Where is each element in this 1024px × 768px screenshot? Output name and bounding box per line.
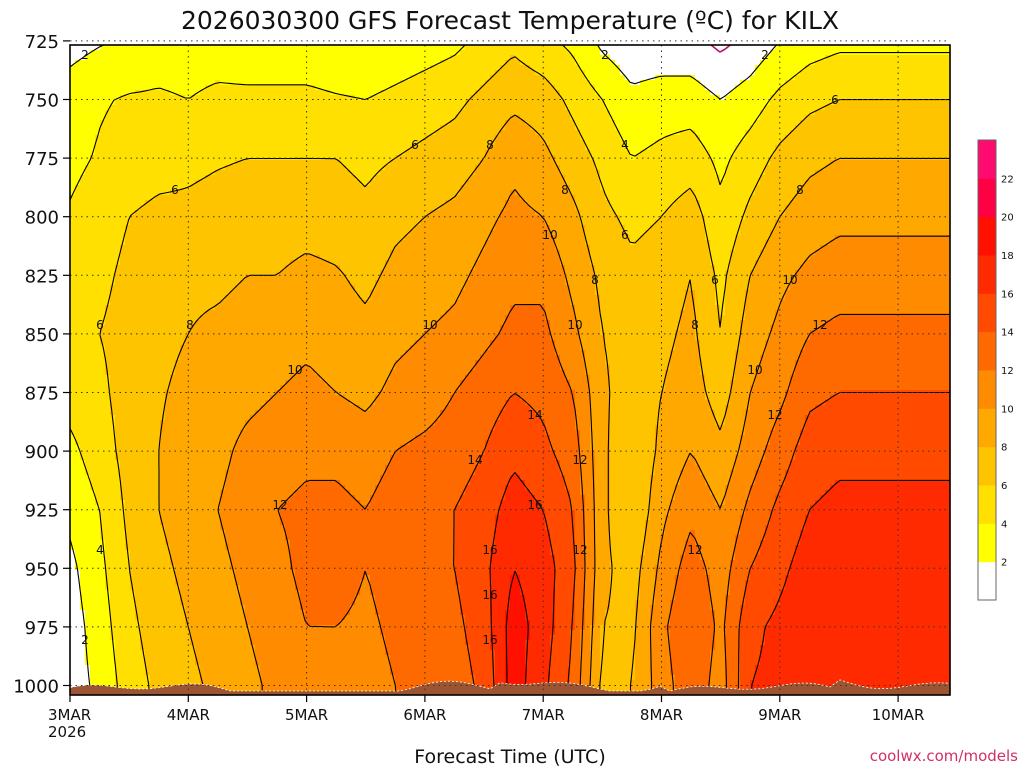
y-tick-label: 950	[25, 559, 59, 580]
surface-terrain	[70, 679, 950, 695]
y-tick-label: 925	[25, 501, 59, 522]
contour-label: 8	[186, 318, 194, 332]
contour-label: 10	[782, 273, 797, 287]
contour-label: 2	[81, 633, 89, 647]
contour-label: 4	[621, 138, 629, 152]
plot-frame	[69, 44, 951, 696]
contour-label: 14	[467, 453, 482, 467]
contour-label: 10	[422, 318, 437, 332]
contour-label: 8	[796, 183, 804, 197]
legend-swatch	[978, 446, 996, 486]
legend-label: 20	[1001, 213, 1014, 224]
y-tick-label: 900	[25, 442, 59, 463]
y-tick-label: 1000	[13, 677, 59, 698]
y-tick-label: 725	[25, 32, 59, 53]
contour-label: 4	[96, 543, 104, 557]
contour-label: 16	[482, 633, 497, 647]
legend-swatch	[978, 523, 996, 563]
y-tick-label: 775	[25, 149, 59, 170]
contour-label: 10	[747, 363, 762, 377]
x-tick-label: 7MAR	[522, 706, 565, 724]
contour-label: 6	[96, 318, 104, 332]
contour-label: 16	[482, 543, 497, 557]
legend-swatch	[978, 178, 996, 218]
y-tick-label: 800	[25, 208, 59, 229]
x-axis-title: Forecast Time (UTC)	[414, 746, 605, 768]
legend-swatch	[978, 408, 996, 448]
legend-label: 18	[1001, 251, 1014, 262]
contour-label: 12	[572, 453, 587, 467]
legend-swatch	[978, 140, 996, 179]
contour-label: 12	[767, 408, 782, 422]
legend-swatch	[978, 293, 996, 333]
terrain-fill	[70, 679, 950, 695]
chart-title: 2026030300 GFS Forecast Temperature (ºC)…	[181, 6, 839, 35]
contour-label: 8	[691, 318, 699, 332]
contour-label: 12	[812, 318, 827, 332]
credit-link[interactable]: coolwx.com/models	[870, 747, 1018, 765]
legend-swatch	[978, 370, 996, 409]
legend-label: 22	[1001, 174, 1014, 185]
y-tick-label: 825	[25, 266, 59, 287]
y-tick-label: 975	[25, 618, 59, 639]
legend-label: 8	[1001, 443, 1007, 454]
x-axis-year: 2026	[48, 723, 86, 741]
legend-swatch	[978, 561, 996, 601]
x-tick-label: 9MAR	[758, 706, 801, 724]
legend-label: 12	[1001, 366, 1014, 377]
contour-label: 6	[711, 273, 719, 287]
contour-label: 16	[527, 498, 542, 512]
y-axis-ticks: 725 750 775 800 825 850 875 900 925 950 975 1000	[13, 32, 70, 698]
x-tick-label: 5MAR	[285, 706, 328, 724]
contour-label: 6	[621, 228, 629, 242]
legend-label: 2	[1001, 558, 1007, 569]
contour-label: 2	[761, 48, 769, 62]
contour-label: 12	[687, 543, 702, 557]
legend-label: 10	[1001, 404, 1014, 415]
x-tick-label: 10MAR	[872, 706, 925, 724]
x-tick-label: 3MAR	[48, 706, 91, 724]
contour-label: 8	[561, 183, 569, 197]
x-tick-label: 4MAR	[167, 706, 210, 724]
legend-label: 16	[1001, 289, 1014, 300]
x-axis-ticks: 3MAR 4MAR 5MAR 6MAR 7MAR 8MAR 9MAR 10MAR	[48, 695, 924, 724]
temperature-field	[70, 45, 950, 695]
x-tick-label: 6MAR	[403, 706, 446, 724]
contour-label: 2	[601, 48, 609, 62]
legend-swatch	[978, 331, 996, 371]
y-tick-label: 875	[25, 384, 59, 405]
contour-label: 10	[567, 318, 582, 332]
contour-label: 6	[171, 183, 179, 197]
legend-swatch	[978, 216, 996, 256]
color-legend: 2 4 6 8 10 12 14 16 18 20 22	[977, 139, 1014, 601]
contour-label: 6	[411, 138, 419, 152]
contour-label: 12	[272, 498, 287, 512]
legend-label: 6	[1001, 481, 1007, 492]
y-tick-label: 750	[25, 91, 59, 112]
contour-label: 12	[572, 543, 587, 557]
legend-swatch	[978, 485, 996, 524]
y-tick-label: 850	[25, 325, 59, 346]
contour-labels: 2222446666668888881010101010101212121212…	[81, 48, 839, 647]
legend-swatch	[978, 255, 996, 294]
x-tick-label: 8MAR	[640, 706, 683, 724]
contour-label: 10	[542, 228, 557, 242]
contour-label: 16	[482, 588, 497, 602]
legend-label: 14	[1001, 328, 1014, 339]
contour-label: 2	[81, 48, 89, 62]
contour-label: 14	[527, 408, 542, 422]
legend-label: 4	[1001, 519, 1007, 530]
contour-label: 10	[287, 363, 302, 377]
contour-label: 8	[591, 273, 599, 287]
gridlines	[69, 40, 950, 695]
contour-label: 8	[486, 138, 494, 152]
